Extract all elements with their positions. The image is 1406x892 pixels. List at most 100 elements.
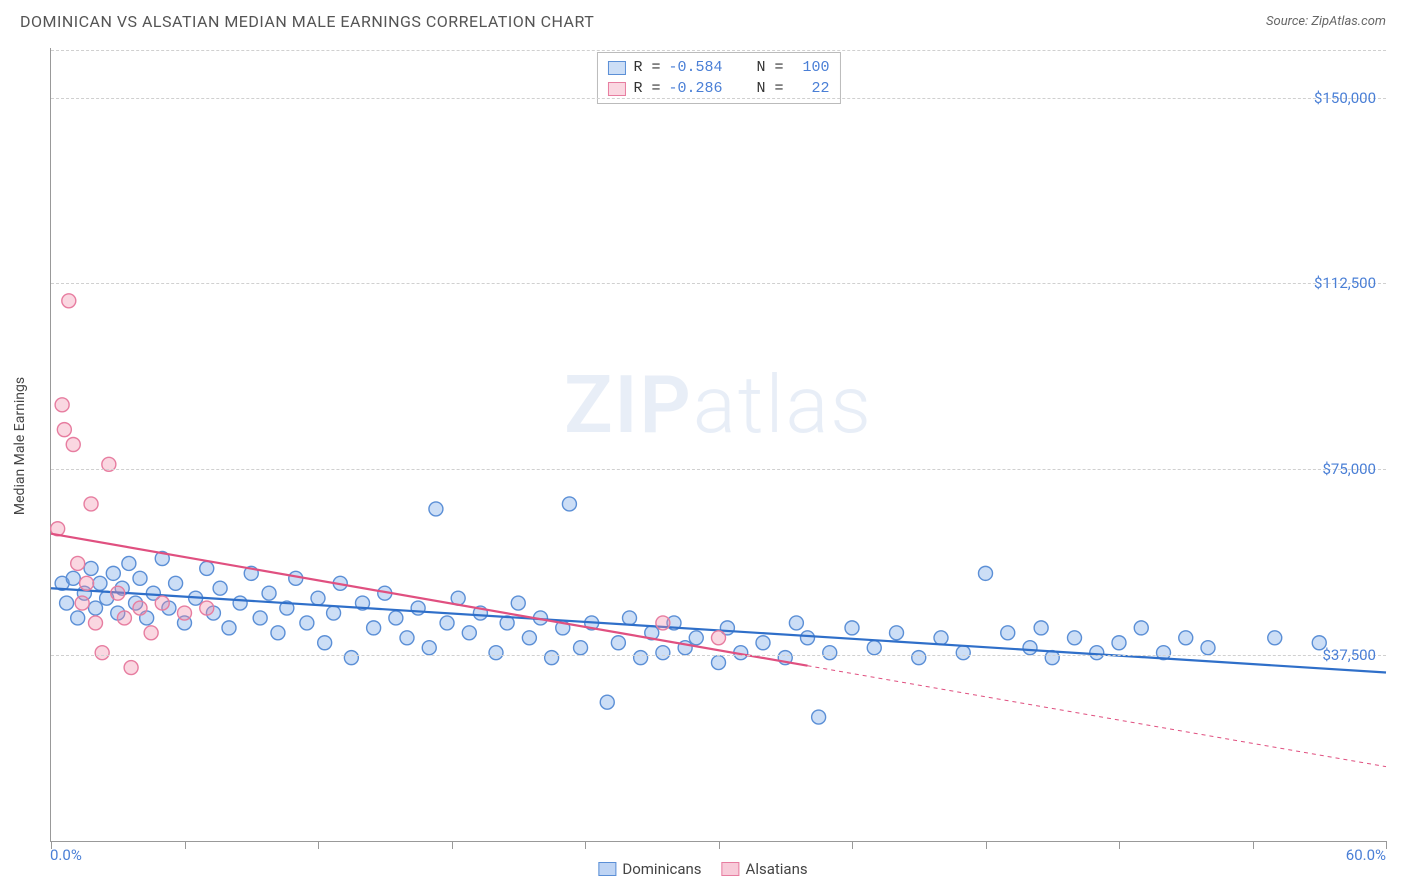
data-point (89, 616, 103, 630)
data-point (845, 621, 859, 635)
legend-swatch (722, 862, 740, 876)
data-point (117, 611, 131, 625)
data-point (634, 651, 648, 665)
source-label: Source: ZipAtlas.com (1266, 14, 1386, 29)
series-legend-label: Alsatians (746, 860, 808, 878)
x-axis-min-label: 0.0% (50, 846, 82, 864)
x-tick (852, 841, 853, 849)
data-point (979, 566, 993, 580)
scatter-plot (51, 48, 1386, 841)
data-point (93, 576, 107, 590)
y-tick-label: $150,000 (1314, 89, 1376, 107)
data-point (600, 695, 614, 709)
gridline (51, 98, 1386, 99)
data-point (84, 561, 98, 575)
x-tick (185, 841, 186, 849)
data-point (422, 641, 436, 655)
data-point (327, 606, 341, 620)
data-point (66, 571, 80, 585)
data-point (66, 438, 80, 452)
y-tick-label: $112,500 (1314, 274, 1376, 292)
data-point (75, 596, 89, 610)
data-point (1090, 646, 1104, 660)
data-point (1068, 631, 1082, 645)
data-point (133, 601, 147, 615)
x-axis-max-label: 60.0% (1346, 846, 1386, 864)
data-point (429, 502, 443, 516)
correlation-legend: R =-0.584 N =100R =-0.286 N =22 (596, 52, 840, 104)
data-point (80, 576, 94, 590)
x-tick (585, 841, 586, 849)
data-point (1134, 621, 1148, 635)
data-point (689, 631, 703, 645)
data-point (440, 616, 454, 630)
data-point (511, 596, 525, 610)
data-point (200, 561, 214, 575)
gridline (51, 283, 1386, 284)
data-point (262, 586, 276, 600)
data-point (801, 631, 815, 645)
series-legend-label: Dominicans (622, 860, 701, 878)
data-point (233, 596, 247, 610)
data-point (200, 601, 214, 615)
series-legend: Dominicans Alsatians (598, 860, 807, 878)
x-tick (1253, 841, 1254, 849)
data-point (656, 646, 670, 660)
data-point (311, 591, 325, 605)
data-point (1268, 631, 1282, 645)
data-point (890, 626, 904, 640)
data-point (574, 641, 588, 655)
series-legend-item: Dominicans (598, 860, 701, 878)
data-point (89, 601, 103, 615)
data-point (55, 398, 69, 412)
chart-title: DOMINICAN VS ALSATIAN MEDIAN MALE EARNIN… (20, 12, 594, 31)
data-point (1034, 621, 1048, 635)
data-point (213, 581, 227, 595)
data-point (956, 646, 970, 660)
legend-swatch (607, 82, 625, 96)
data-point (912, 651, 926, 665)
data-point (169, 576, 183, 590)
y-axis-label: Median Male Earnings (12, 377, 28, 515)
correlation-legend-row: R =-0.286 N =22 (607, 78, 829, 99)
legend-r-label: R = (633, 80, 660, 97)
data-point (318, 636, 332, 650)
data-point (656, 616, 670, 630)
legend-r-value: -0.286 (668, 80, 722, 97)
data-point (222, 621, 236, 635)
series-legend-item: Alsatians (722, 860, 808, 878)
y-tick-label: $37,500 (1322, 646, 1376, 664)
data-point (144, 626, 158, 640)
legend-r-value: -0.584 (668, 59, 722, 76)
data-point (178, 606, 192, 620)
data-point (300, 616, 314, 630)
x-tick (452, 841, 453, 849)
data-point (623, 611, 637, 625)
data-point (562, 497, 576, 511)
data-point (155, 596, 169, 610)
data-point (1112, 636, 1126, 650)
data-point (712, 631, 726, 645)
data-point (71, 556, 85, 570)
data-point (71, 611, 85, 625)
data-point (389, 611, 403, 625)
data-point (934, 631, 948, 645)
data-point (111, 586, 125, 600)
y-tick-label: $75,000 (1322, 460, 1376, 478)
x-tick (1386, 841, 1387, 849)
data-point (1001, 626, 1015, 640)
data-point (545, 651, 559, 665)
data-point (400, 631, 414, 645)
data-point (344, 651, 358, 665)
data-point (611, 636, 625, 650)
data-point (489, 646, 503, 660)
data-point (271, 626, 285, 640)
data-point (1023, 641, 1037, 655)
header: DOMINICAN VS ALSATIAN MEDIAN MALE EARNIN… (0, 0, 1406, 39)
chart-area: ZIPatlas R =-0.584 N =100R =-0.286 N =22… (50, 48, 1386, 842)
legend-r-label: R = (633, 59, 660, 76)
legend-n-value: 100 (792, 59, 830, 76)
x-tick (719, 841, 720, 849)
x-tick (986, 841, 987, 849)
x-tick (318, 841, 319, 849)
